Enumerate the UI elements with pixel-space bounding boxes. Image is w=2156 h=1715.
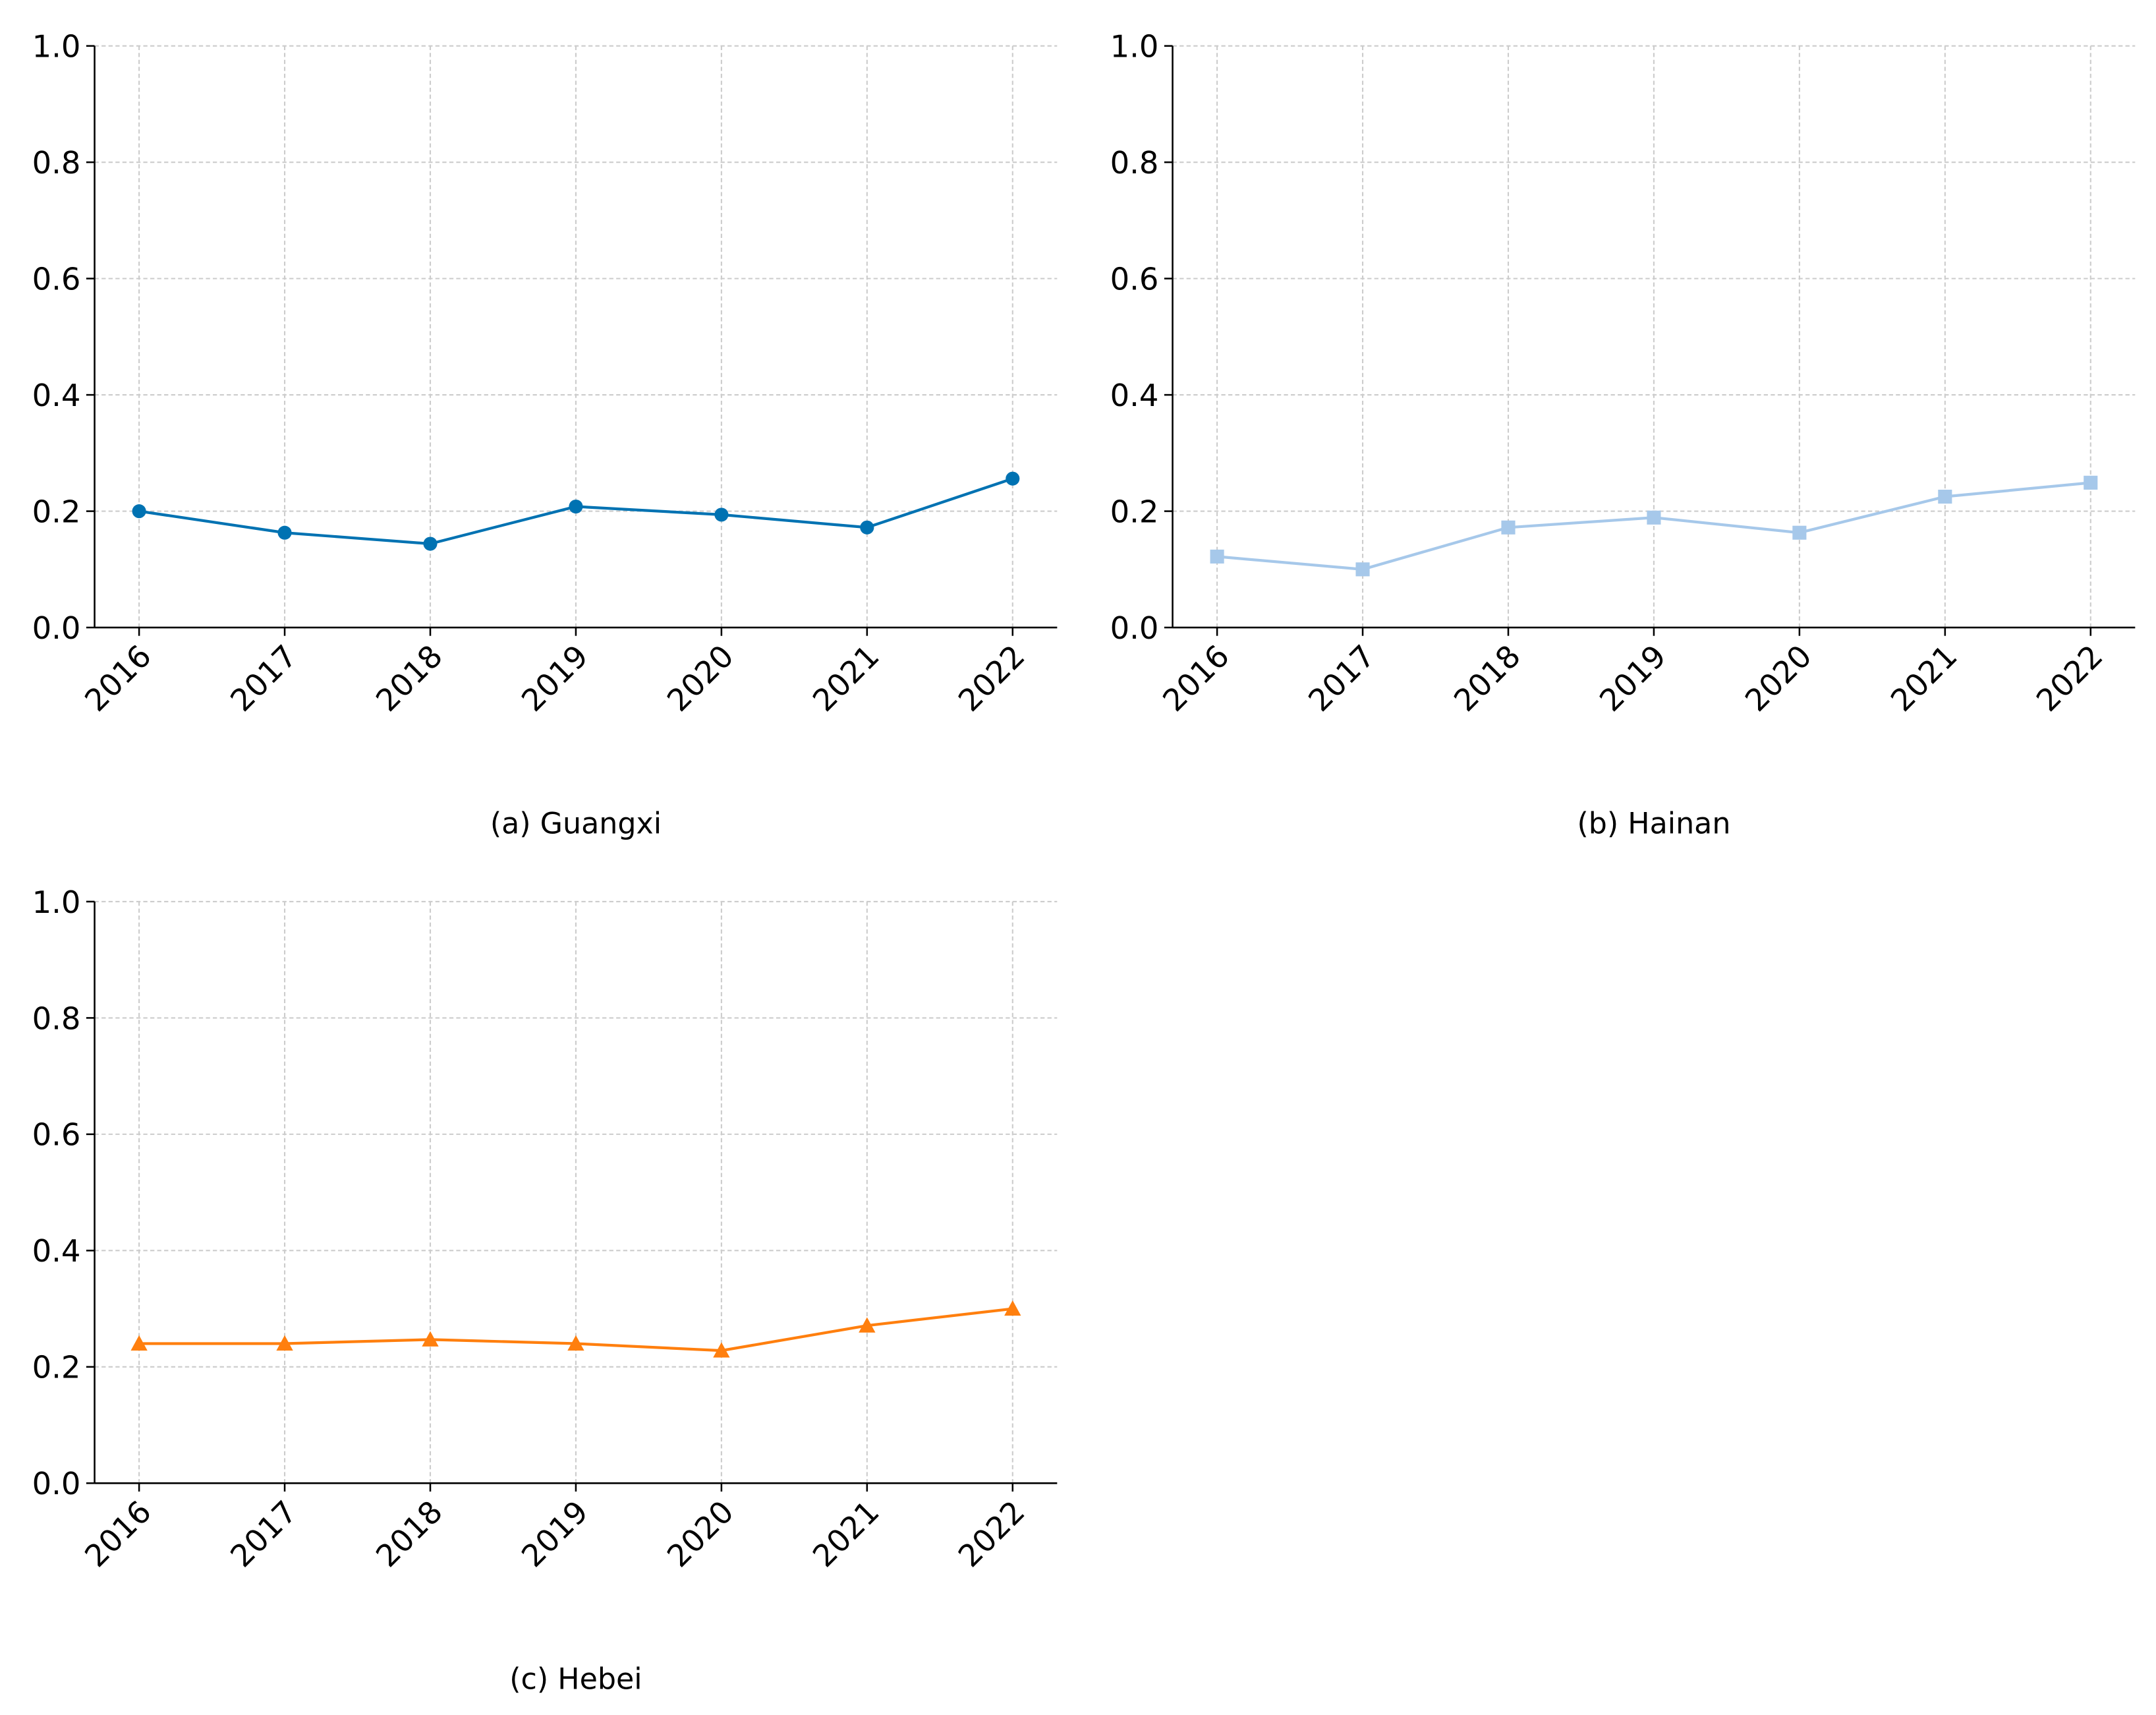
y-tick-label: 0.0 [1110,610,1159,646]
marker [130,1335,148,1351]
subplot: 0.0 0.2 0.4 0.6 0.8 1.0 2016 2017 2018 2019 2020 20… [32,29,1058,840]
marker [859,1317,876,1333]
subplot: 0.0 0.2 0.4 0.6 0.8 1.0 2016 2017 2018 2019 2020 20… [32,885,1058,1697]
subplot-title: (b) Hainan [1577,807,1730,840]
marker [1006,471,1020,486]
x-tick-label: 2021 [1884,638,1964,718]
marker [1501,520,1516,535]
x-tick-label: 2019 [1593,638,1673,718]
x-tick-label: 2020 [660,638,741,718]
marker [1792,525,1807,540]
x-tick-label: 2016 [78,1494,158,1574]
y-tick-label: 0.8 [32,1001,81,1036]
y-tick-label: 0.6 [32,1117,81,1153]
x-tick-label: 2017 [1301,638,1382,718]
x-tick-label: 2017 [223,1494,304,1574]
x-tick-label: 2020 [660,1494,741,1574]
marker [1004,1300,1021,1316]
y-tick-label: 0.6 [32,262,81,297]
x-tick-label: 2019 [515,1494,595,1574]
marker [714,508,729,522]
y-tick-label: 1.0 [32,29,81,65]
x-tick-label: 2018 [1447,638,1527,718]
marker [569,499,583,514]
y-tick-label: 0.4 [32,378,81,413]
marker [1938,489,1952,504]
x-tick-label: 2021 [806,1494,886,1574]
marker [1210,549,1224,564]
x-tick-label: 2019 [515,638,595,718]
x-tick-label: 2020 [1738,638,1819,718]
subplot-title: (a) Guangxi [490,807,662,840]
y-tick-label: 0.8 [1110,145,1159,181]
x-tick-label: 2022 [951,638,1032,718]
marker [276,1335,293,1351]
y-tick-label: 1.0 [1110,29,1159,65]
marker [132,504,146,519]
marker [277,525,292,540]
subplot: 0.0 0.2 0.4 0.6 0.8 1.0 2016 2017 2018 2019 2020 20… [1110,29,2136,840]
marker [1647,510,1661,525]
marker [1355,562,1370,577]
y-tick-label: 0.0 [32,1466,81,1501]
marker [423,537,438,551]
marker [713,1342,730,1358]
x-tick-label: 2021 [806,638,886,718]
marker [422,1331,439,1347]
y-tick-label: 0.4 [1110,378,1159,413]
y-tick-label: 1.0 [32,885,81,920]
y-tick-label: 0.8 [32,145,81,181]
x-tick-label: 2022 [951,1494,1032,1574]
marker [567,1335,584,1351]
y-tick-label: 0.2 [1110,494,1159,529]
subplot-title: (c) Hebei [509,1663,642,1697]
x-tick-label: 2017 [223,638,304,718]
x-tick-label: 2022 [2029,638,2110,718]
y-tick-label: 0.6 [1110,262,1159,297]
x-tick-label: 2016 [1156,638,1236,718]
y-tick-label: 0.2 [32,494,81,529]
y-tick-label: 0.4 [32,1233,81,1269]
marker [860,520,874,535]
x-tick-label: 2018 [369,638,449,718]
y-tick-label: 0.2 [32,1350,81,1385]
x-tick-label: 2016 [78,638,158,718]
marker [2084,475,2098,490]
y-tick-label: 0.0 [32,610,81,646]
x-tick-label: 2018 [369,1494,449,1574]
